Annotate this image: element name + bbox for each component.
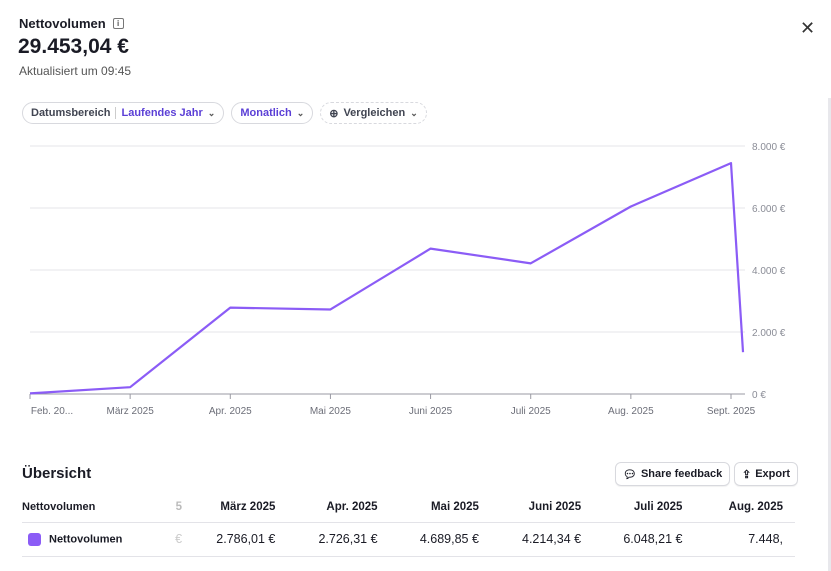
y-tick-label: 2.000 € xyxy=(752,328,786,339)
table-cell: 4.689,85 € xyxy=(389,522,491,557)
column-header: Juni 2025 xyxy=(490,492,594,523)
x-tick-label: Sept. 2025 xyxy=(707,406,756,417)
overview-table: Nettovolumen 5 März 2025 Apr. 2025 Mai 2… xyxy=(22,492,795,557)
table-cell: 6.048,21 € xyxy=(593,522,695,557)
share-feedback-button[interactable]: 💬︎ Share feedback xyxy=(615,462,731,486)
speech-bubble-icon: 💬︎ xyxy=(623,468,637,481)
close-icon[interactable]: ✕ xyxy=(800,18,816,38)
title-text: Nettovolumen xyxy=(19,16,106,31)
share-label: Share feedback xyxy=(640,468,723,480)
export-icon: ⇪ xyxy=(742,468,752,481)
updated-time: Aktualisiert um 09:45 xyxy=(19,64,132,78)
y-tick-label: 6.000 € xyxy=(752,204,786,215)
x-tick-label: Mai 2025 xyxy=(310,406,352,417)
y-tick-label: 8.000 € xyxy=(752,142,786,153)
overview-title: Übersicht xyxy=(22,465,92,482)
export-label: Export xyxy=(755,468,791,480)
table-cell: 7.448, xyxy=(694,522,795,557)
interval-filter[interactable]: Monatlich ⌄ xyxy=(231,102,314,124)
chevron-down-icon: ⌄ xyxy=(410,107,418,118)
interval-value: Monatlich xyxy=(240,107,292,119)
date-range-filter[interactable]: Datumsbereich Laufendes Jahr ⌄ xyxy=(22,102,225,124)
info-icon[interactable]: i xyxy=(112,18,124,29)
x-tick-label: März 2025 xyxy=(107,406,155,417)
plus-circle-icon: ⊕ xyxy=(329,107,339,120)
table-cell: € xyxy=(161,522,187,557)
x-tick-label: Juni 2025 xyxy=(409,406,453,417)
y-tick-label: 0 € xyxy=(752,390,766,401)
table-cell: 2.726,31 € xyxy=(287,522,390,557)
column-header: Mai 2025 xyxy=(389,492,491,523)
column-header: Apr. 2025 xyxy=(287,492,390,523)
scrollbar[interactable] xyxy=(828,98,831,571)
series-line-nettovolumen xyxy=(29,162,745,395)
chevron-down-icon: ⌄ xyxy=(296,107,305,118)
column-header: März 2025 xyxy=(186,492,288,523)
column-header: Nettovolumen xyxy=(22,492,162,523)
x-tick-label: Juli 2025 xyxy=(511,406,551,417)
x-tick-label: Aug. 2025 xyxy=(608,406,654,417)
table-header-row: Nettovolumen 5 März 2025 Apr. 2025 Mai 2… xyxy=(22,492,795,523)
column-header: Aug. 2025 xyxy=(694,492,795,523)
compare-button[interactable]: ⊕ Vergleichen ⌄ xyxy=(320,102,427,124)
series-swatch xyxy=(28,532,41,546)
row-label: Nettovolumen xyxy=(22,522,162,557)
column-header: Juli 2025 xyxy=(593,492,695,523)
line-chart: 0 € 2.000 € 4.000 € 6.000 € 8.000 € Feb. 20..… xyxy=(29,142,786,417)
column-header: 5 xyxy=(161,492,187,523)
table-cell: 2.786,01 € xyxy=(186,522,288,557)
date-range-value: Laufendes Jahr xyxy=(121,107,203,119)
metric-title: Nettovolumen i xyxy=(19,16,124,31)
date-range-label: Datumsbereich xyxy=(31,107,111,119)
x-tick-label: Feb. 20... xyxy=(31,406,73,417)
chevron-down-icon: ⌄ xyxy=(207,107,216,118)
table-cell: 4.214,34 € xyxy=(490,522,594,557)
y-tick-label: 4.000 € xyxy=(752,266,786,277)
total-amount: 29.453,04 € xyxy=(18,35,129,58)
compare-label: Vergleichen xyxy=(343,107,406,119)
x-tick-label: Apr. 2025 xyxy=(209,406,252,417)
table-row[interactable]: Nettovolumen € 2.786,01 € 2.726,31 € 4.6… xyxy=(22,522,795,557)
row-label-text: Nettovolumen xyxy=(49,532,123,545)
export-button[interactable]: ⇪ Export xyxy=(734,462,799,486)
